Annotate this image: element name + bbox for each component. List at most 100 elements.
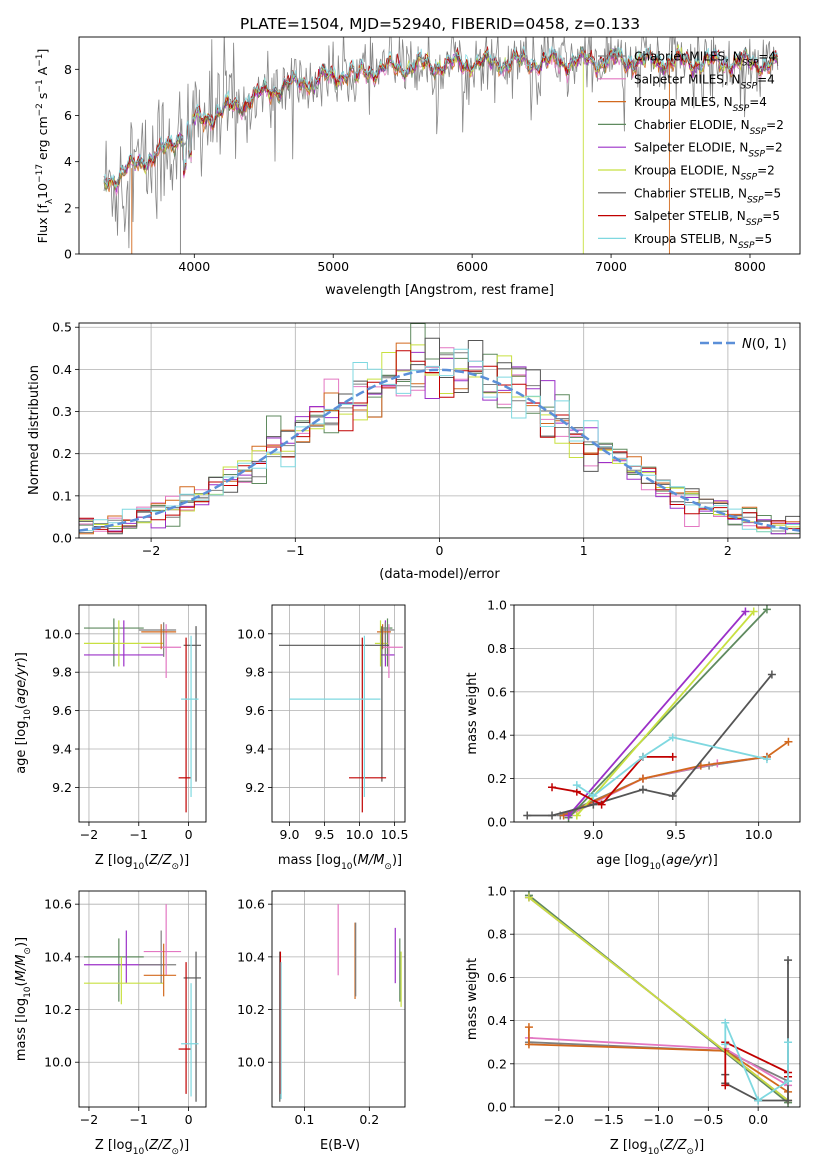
y-tick-label: 0.0 [487, 1100, 507, 1115]
weight-point-kroupa-miles [784, 737, 793, 746]
y-tick-label: 10.6 [237, 897, 265, 912]
y-tick-label: 10.4 [237, 949, 265, 964]
x-tick-label: −2.0 [544, 1112, 574, 1127]
mass-vs-ebv-panel: 0.1 0.2 10.0 10.2 10.4 10.6 E(B-V) [237, 890, 406, 1153]
x-tick-label: −1 [286, 543, 304, 558]
weight-line-salpeter-elodie [567, 610, 747, 817]
plot-area [524, 891, 793, 1107]
x-tick-label: −1.5 [593, 1112, 623, 1127]
weight-point-kroupa-miles [524, 1040, 533, 1049]
axes-frame [271, 604, 406, 823]
y-tick-label: 0.4 [487, 728, 507, 743]
y-tick-label: 0.2 [487, 1056, 507, 1071]
y-tick-label: 1.0 [487, 598, 507, 613]
y-tick-label: 0 [64, 247, 72, 262]
y-tick-label: 9.6 [52, 703, 72, 718]
legend-entry: Kroupa STELIB, NSSP=5 [634, 232, 772, 251]
x-tick-label: 9.5 [666, 827, 686, 842]
x-tick-label: 8000 [734, 259, 766, 274]
legend-entry: Kroupa ELODIE, NSSP=2 [634, 164, 775, 183]
x-tick-label: −2 [142, 543, 160, 558]
weight-point-kroupa-stelib [784, 1038, 793, 1047]
y-tick-label: 0.8 [487, 641, 507, 656]
axes-frame [513, 890, 801, 1108]
weight-point-kroupa-stelib [762, 755, 771, 764]
legend-entry: Chabrier STELIB, NSSP=5 [634, 186, 781, 205]
weight-vs-age-panel: 9.0 9.5 10.0 0.0 0.2 0.4 0.6 0.8 1.0 age [log10(a… [465, 598, 801, 872]
axes-frame [78, 36, 801, 255]
x-tick-label: 0.0 [748, 1112, 768, 1127]
weight-point-kroupa-elodie [572, 811, 581, 820]
weight-point-kroupa-stelib [784, 1077, 793, 1086]
y-tick-label: 10.4 [44, 949, 72, 964]
axes-frame [78, 604, 207, 823]
axes-frame [513, 604, 801, 823]
y-tick-label: 9.8 [245, 665, 265, 680]
residuals-panel: −2 −1 0 1 2 0.0 0.1 0.2 0.3 0.4 0.5 (data-model)/er… [27, 320, 801, 582]
y-tick-label: 0.2 [487, 771, 507, 786]
y-tick-label: 10.0 [44, 626, 72, 641]
legend-entry: Chabrier MILES, NSSP=4 [634, 50, 776, 69]
plot-area [79, 323, 800, 535]
y-tick-label: 9.8 [52, 665, 72, 680]
axes-frame [78, 890, 207, 1108]
plot-area [279, 904, 402, 1102]
axes-frame [78, 322, 801, 539]
weight-point-kroupa-elodie [524, 893, 533, 902]
y-axis-label: mass weight [465, 672, 480, 754]
x-tick-label: 0.2 [359, 1112, 379, 1127]
y-tick-label: 1.0 [487, 884, 507, 899]
y-tick-label: 0.6 [487, 970, 507, 985]
x-tick-label: 10.0 [346, 827, 374, 842]
weight-line-kroupa-elodie [528, 896, 789, 1102]
weight-point-salpeter-elodie [741, 607, 750, 616]
y-tick-label: 9.6 [245, 703, 265, 718]
y-tick-label: 9.2 [52, 780, 72, 795]
x-axis-label: Z [log10(Z/Z⊙)] [95, 853, 189, 872]
x-tick-label: 0 [185, 827, 193, 842]
spectrum-panel: 4000 5000 6000 7000 8000 0 2 4 6 8 wavelength [Ang… [35, 36, 801, 298]
y-tick-label: 9.4 [52, 742, 72, 757]
x-tick-label: −0.5 [693, 1112, 723, 1127]
weight-point-chabrier-elodie [762, 605, 771, 614]
weight-line-kroupa-elodie [576, 610, 755, 817]
weight-line-chabrier-stelib [527, 673, 773, 817]
x-tick-label: 10.0 [745, 827, 773, 842]
weight-point-chabrier-stelib [523, 811, 532, 820]
x-axis-label: mass [log10(M/M⊙)] [278, 853, 402, 872]
weight-point-salpeter-elodie [564, 811, 573, 820]
y-axis-label: mass [log10(M/M⊙)] [14, 937, 33, 1061]
y-axis-label: Normed distribution [27, 365, 42, 495]
x-tick-label: −1 [130, 1112, 148, 1127]
x-tick-label: −2 [80, 827, 98, 842]
weight-point-salpeter-stelib [668, 752, 677, 761]
legend-entry: Chabrier ELODIE, NSSP=2 [634, 118, 784, 137]
x-tick-label: 1 [580, 543, 588, 558]
mass-vs-metallicity-panel: −2 −1 0 10.0 10.2 10.4 10.6 Z [log10(Z/Z⊙)] mass… [14, 890, 207, 1157]
y-tick-label: 0.0 [52, 531, 72, 546]
x-tick-label: 0 [436, 543, 444, 558]
weight-point-salpeter-stelib [548, 783, 557, 792]
weight-point-kroupa-elodie [749, 607, 758, 616]
weight-point-salpeter-stelib [597, 800, 606, 809]
weight-point-kroupa-stelib [589, 791, 598, 800]
weight-point-kroupa-stelib [754, 1096, 763, 1105]
plot-area [279, 618, 403, 813]
y-axis-label: Flux [fλ10−17 erg cm−2 s−1 A−1] [35, 49, 55, 244]
x-tick-label: 9.0 [280, 827, 300, 842]
weight-point-chabrier-stelib [784, 1096, 793, 1105]
y-tick-label: 0.5 [52, 320, 72, 335]
weight-point-kroupa-stelib [638, 752, 647, 761]
y-tick-label: 10.0 [237, 1055, 265, 1070]
weight-point-chabrier-stelib [589, 800, 598, 809]
y-tick-label: 0.4 [52, 362, 72, 377]
plot-area [523, 605, 793, 822]
y-tick-label: 0.4 [487, 1013, 507, 1028]
y-tick-label: 4 [64, 154, 72, 169]
y-tick-label: 10.0 [237, 626, 265, 641]
y-tick-label: 10.2 [237, 1002, 265, 1017]
weight-point-kroupa-stelib [668, 733, 677, 742]
y-tick-label: 6 [64, 108, 72, 123]
legend-entry: Salpeter ELODIE, NSSP=2 [634, 141, 783, 160]
